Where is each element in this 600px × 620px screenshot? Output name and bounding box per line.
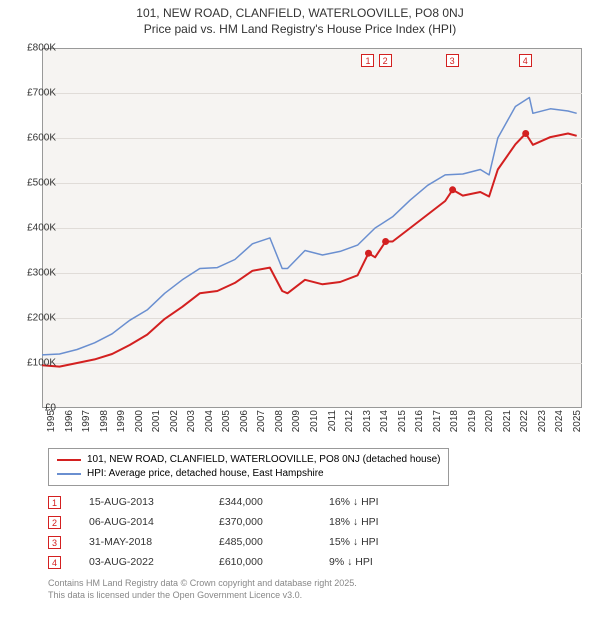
footer: Contains HM Land Registry data © Crown c… [48, 578, 357, 601]
ytick-label: £800K [16, 43, 56, 54]
footer-line1: Contains HM Land Registry data © Crown c… [48, 578, 357, 590]
xtick-label: 2002 [169, 410, 180, 440]
transaction-price: £610,000 [219, 556, 329, 568]
xtick-label: 2006 [239, 410, 250, 440]
xtick-label: 2023 [537, 410, 548, 440]
transaction-marker-box: 3 [446, 54, 459, 67]
ytick-label: £100K [16, 358, 56, 369]
transaction-marker-box: 1 [361, 54, 374, 67]
xtick-label: 2009 [291, 410, 302, 440]
transaction-delta: 9% ↓ HPI [329, 556, 449, 568]
chart-container: 101, NEW ROAD, CLANFIELD, WATERLOOVILLE,… [0, 0, 600, 620]
transaction-marker-box: 2 [379, 54, 392, 67]
footer-line2: This data is licensed under the Open Gov… [48, 590, 357, 602]
series-hpi [42, 98, 577, 355]
transaction-date: 31-MAY-2018 [89, 536, 219, 548]
xtick-label: 2013 [362, 410, 373, 440]
xtick-label: 2001 [151, 410, 162, 440]
transaction-number-box: 1 [48, 496, 61, 509]
ytick-label: £500K [16, 178, 56, 189]
xtick-label: 2010 [309, 410, 320, 440]
xtick-label: 2018 [449, 410, 460, 440]
transaction-row: 2 06-AUG-2014£370,00018% ↓ HPI [48, 512, 449, 532]
xtick-label: 1997 [81, 410, 92, 440]
xtick-label: 2016 [414, 410, 425, 440]
transaction-number-box: 3 [48, 536, 61, 549]
xtick-label: 1998 [99, 410, 110, 440]
transaction-date: 06-AUG-2014 [89, 516, 219, 528]
transaction-marker-box: 4 [519, 54, 532, 67]
chart-area: 12 3 4 [42, 48, 582, 408]
xtick-label: 2020 [484, 410, 495, 440]
xtick-label: 2021 [502, 410, 513, 440]
xtick-label: 2000 [134, 410, 145, 440]
xtick-label: 2025 [572, 410, 583, 440]
xtick-label: 2008 [274, 410, 285, 440]
transaction-price: £485,000 [219, 536, 329, 548]
series-property [42, 134, 577, 367]
transaction-price: £370,000 [219, 516, 329, 528]
transaction-delta: 16% ↓ HPI [329, 496, 449, 508]
legend-row: HPI: Average price, detached house, East… [57, 467, 440, 481]
xtick-label: 2017 [432, 410, 443, 440]
xtick-label: 2024 [554, 410, 565, 440]
ytick-label: £200K [16, 313, 56, 324]
transaction-delta: 18% ↓ HPI [329, 516, 449, 528]
transaction-date: 03-AUG-2022 [89, 556, 219, 568]
xtick-label: 2004 [204, 410, 215, 440]
xtick-label: 2003 [186, 410, 197, 440]
transaction-dot [449, 186, 456, 193]
xtick-label: 2019 [467, 410, 478, 440]
legend-label: 101, NEW ROAD, CLANFIELD, WATERLOOVILLE,… [87, 453, 440, 467]
title-block: 101, NEW ROAD, CLANFIELD, WATERLOOVILLE,… [0, 0, 600, 37]
legend-label: HPI: Average price, detached house, East… [87, 467, 324, 481]
transaction-table: 1 15-AUG-2013£344,00016% ↓ HPI 2 06-AUG-201… [48, 492, 449, 572]
transaction-price: £344,000 [219, 496, 329, 508]
title-line2: Price paid vs. HM Land Registry's House … [0, 22, 600, 38]
xtick-label: 1995 [46, 410, 57, 440]
legend-swatch [57, 473, 81, 475]
xtick-label: 2014 [379, 410, 390, 440]
transaction-row: 1 15-AUG-2013£344,00016% ↓ HPI [48, 492, 449, 512]
transaction-row: 4 03-AUG-2022£610,0009% ↓ HPI [48, 552, 449, 572]
legend-row: 101, NEW ROAD, CLANFIELD, WATERLOOVILLE,… [57, 453, 440, 467]
chart-lines [42, 48, 582, 408]
xtick-label: 2015 [397, 410, 408, 440]
xtick-label: 1999 [116, 410, 127, 440]
legend-swatch [57, 459, 81, 461]
xtick-label: 2012 [344, 410, 355, 440]
ytick-label: £600K [16, 133, 56, 144]
xtick-label: 2011 [327, 410, 338, 440]
transaction-dot [382, 238, 389, 245]
transaction-delta: 15% ↓ HPI [329, 536, 449, 548]
xtick-label: 2022 [519, 410, 530, 440]
ytick-label: £400K [16, 223, 56, 234]
transaction-dot [522, 130, 529, 137]
legend: 101, NEW ROAD, CLANFIELD, WATERLOOVILLE,… [48, 448, 449, 486]
transaction-row: 3 31-MAY-2018£485,00015% ↓ HPI [48, 532, 449, 552]
transaction-dot [365, 250, 372, 257]
xtick-label: 2007 [256, 410, 267, 440]
transaction-number-box: 2 [48, 516, 61, 529]
xtick-label: 1996 [64, 410, 75, 440]
ytick-label: £700K [16, 88, 56, 99]
title-line1: 101, NEW ROAD, CLANFIELD, WATERLOOVILLE,… [0, 6, 600, 22]
xtick-label: 2005 [221, 410, 232, 440]
transaction-number-box: 4 [48, 556, 61, 569]
ytick-label: £300K [16, 268, 56, 279]
transaction-date: 15-AUG-2013 [89, 496, 219, 508]
